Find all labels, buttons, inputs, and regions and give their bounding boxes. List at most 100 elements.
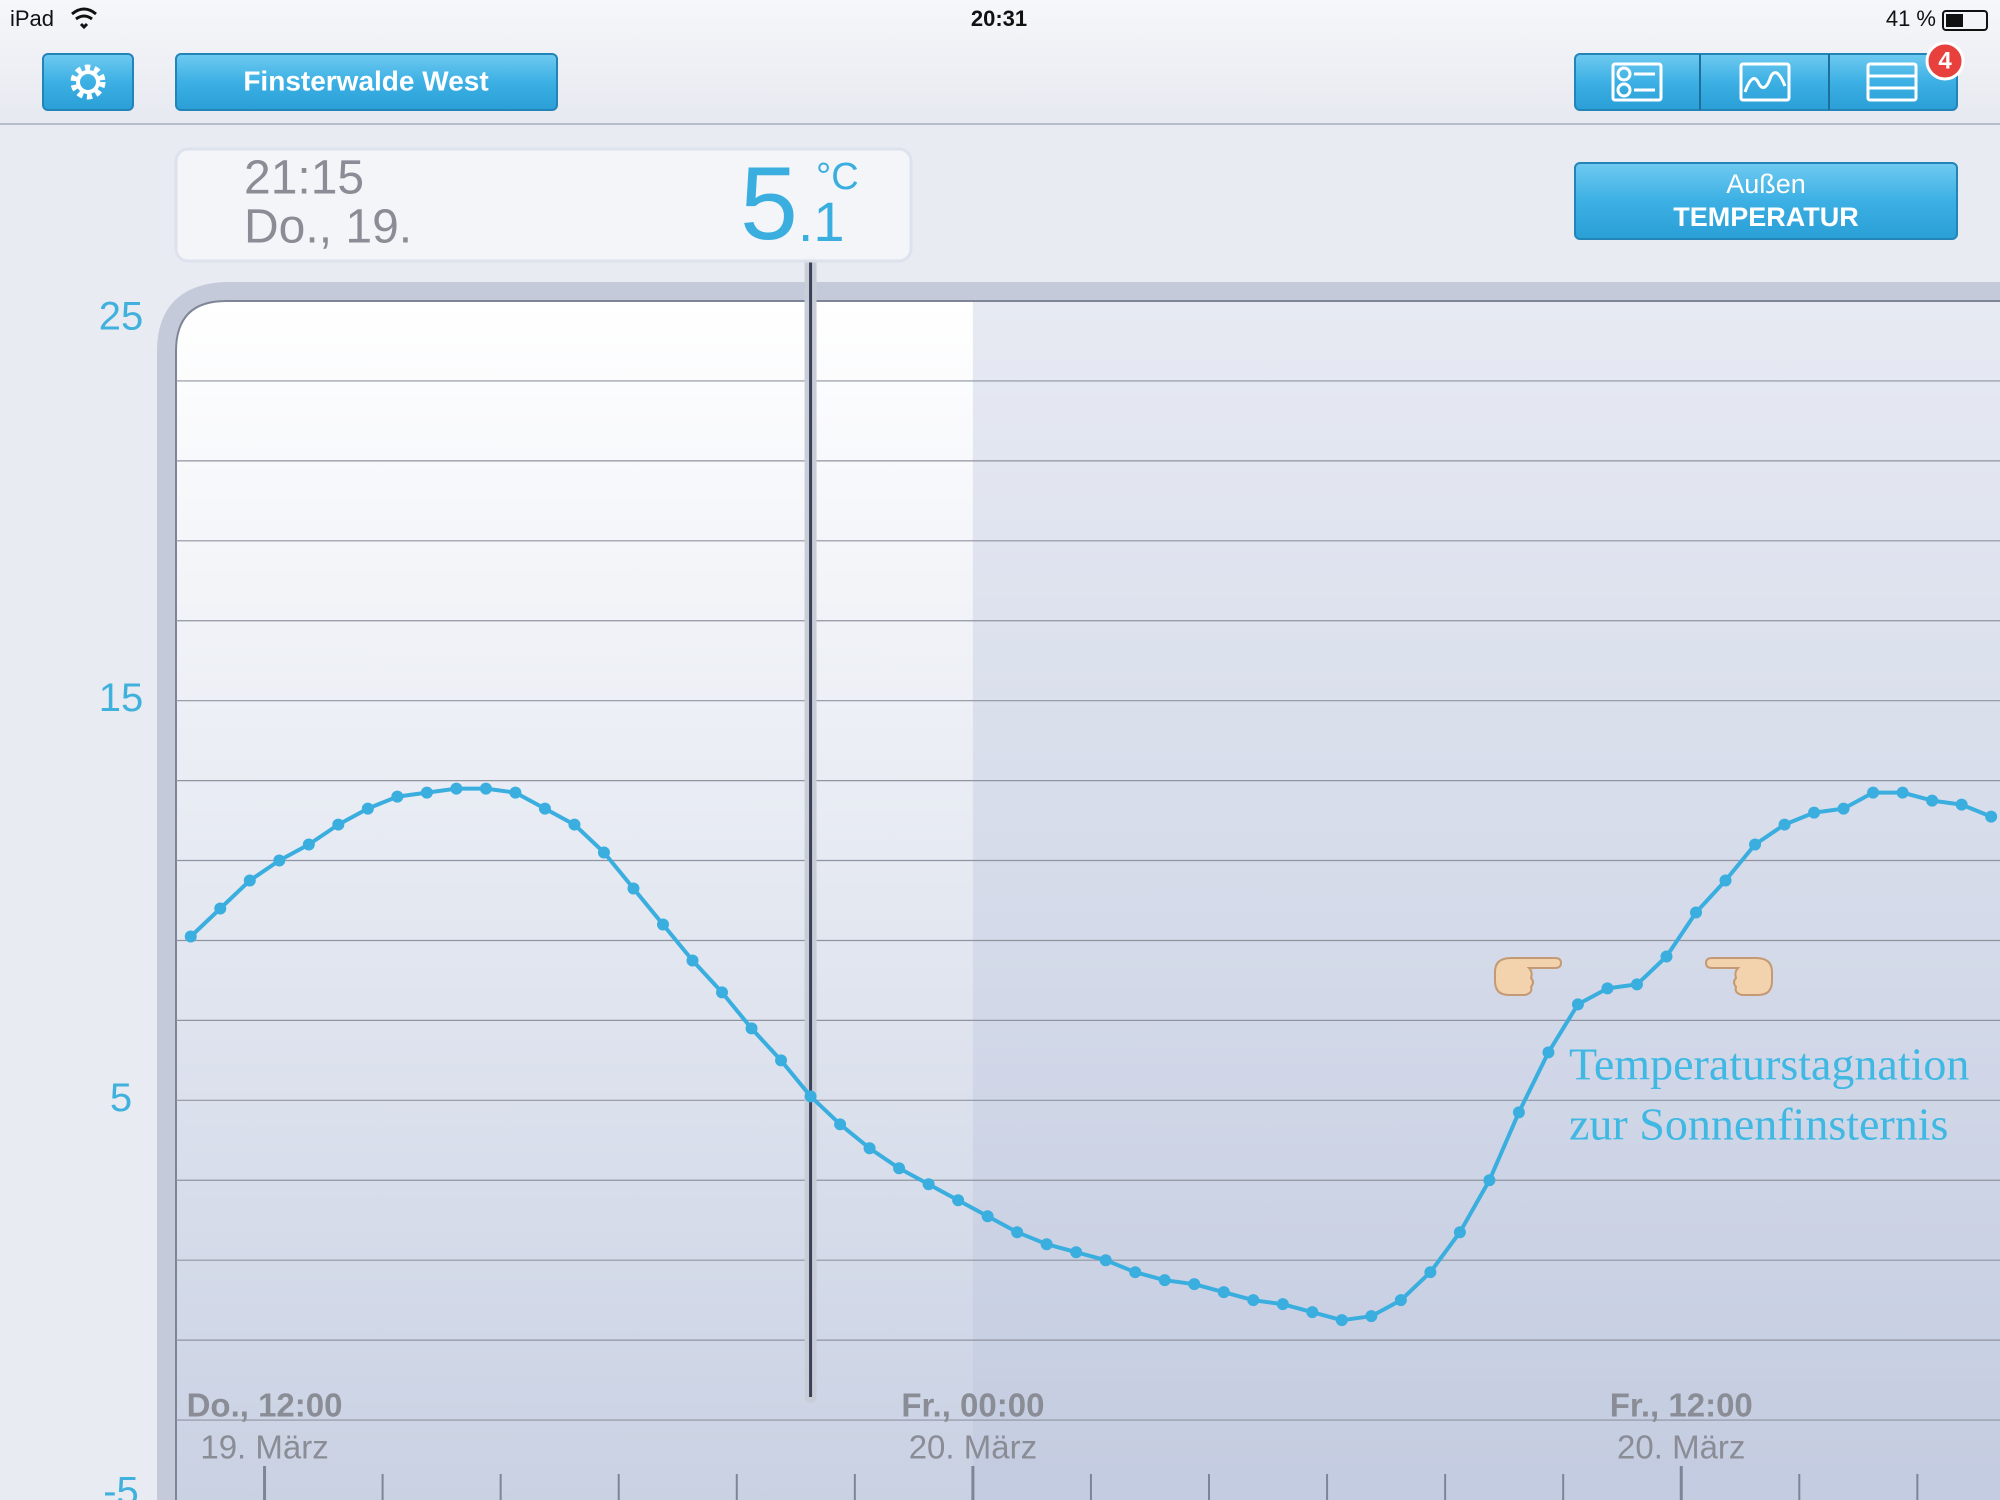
sensor-line1[interactable]: Außen	[1726, 169, 1806, 199]
status-battery: 41 %	[1886, 6, 1936, 31]
data-point	[893, 1162, 906, 1175]
annotation: zur Sonnenfinsternis	[1569, 1099, 1948, 1150]
sensor-line2[interactable]: TEMPERATUR	[1673, 202, 1859, 232]
data-point	[716, 986, 729, 999]
badge-count: 4	[1938, 47, 1952, 74]
dashboard-icon[interactable]	[1611, 62, 1663, 102]
readout-bg	[174, 147, 913, 263]
data-point	[804, 1090, 817, 1103]
status-device: iPad	[10, 6, 54, 31]
annotation: Temperaturstagnation	[1569, 1039, 1969, 1090]
data-point	[450, 782, 463, 795]
y-tick-label: -5	[103, 1470, 139, 1500]
plot-frame	[157, 282, 2000, 1500]
data-point	[1601, 982, 1614, 995]
settings-button[interactable]	[42, 53, 134, 111]
chart-icon[interactable]	[1739, 62, 1791, 102]
data-point	[1483, 1174, 1496, 1187]
data-point	[834, 1118, 847, 1131]
highlight-region	[972, 301, 2000, 1500]
data-point	[538, 802, 551, 815]
data-point	[1276, 1298, 1289, 1311]
data-point	[775, 1054, 788, 1067]
wifi-icon	[71, 7, 97, 30]
gear-teeth[interactable]	[70, 64, 106, 100]
battery-level	[1946, 14, 1963, 27]
battery-icon	[1942, 10, 1988, 31]
data-point	[1424, 1266, 1437, 1279]
data-point	[656, 918, 669, 931]
data-point	[1778, 818, 1791, 831]
x-tick-date: 20. März	[909, 1429, 1037, 1466]
table-icon[interactable]	[1866, 62, 1918, 102]
readout-date: Do., 19.	[244, 201, 412, 254]
data-point	[1837, 802, 1850, 815]
view-switcher-bg[interactable]	[1574, 53, 1958, 111]
hands	[1494, 957, 1773, 996]
data-point	[1217, 1286, 1230, 1299]
data-point	[391, 790, 404, 803]
data-point	[1512, 1106, 1525, 1119]
hand-right	[1494, 957, 1563, 996]
view-switcher[interactable]: 4	[1574, 41, 1965, 111]
data-point	[1630, 978, 1643, 991]
data-point	[361, 802, 374, 815]
data-point	[1247, 1294, 1260, 1307]
data-point	[597, 846, 610, 859]
y-tick-label: 5	[110, 1076, 132, 1120]
y-tick-label: 25	[99, 295, 144, 339]
data-point	[420, 786, 433, 799]
data-point	[509, 786, 522, 799]
data-point	[922, 1178, 935, 1191]
data-point	[1040, 1238, 1053, 1251]
sensor-button[interactable]: Außen TEMPERATUR	[1574, 162, 1958, 240]
x-tick-label: Do., 12:00	[187, 1387, 343, 1424]
data-point	[745, 1022, 758, 1035]
data-point	[1394, 1294, 1407, 1307]
data-point	[302, 838, 315, 851]
data-point	[1306, 1306, 1319, 1319]
location-label[interactable]: Finsterwalde West	[243, 65, 488, 96]
data-point	[1129, 1266, 1142, 1279]
location-button-bg[interactable]	[175, 53, 558, 111]
data-point	[627, 882, 640, 895]
settings-button-bg[interactable]	[42, 53, 134, 111]
data-point	[184, 930, 197, 943]
readout-time: 21:15	[244, 152, 364, 205]
data-point	[863, 1142, 876, 1155]
data-point	[1749, 838, 1762, 851]
data-point	[1011, 1226, 1024, 1239]
data-point	[981, 1210, 994, 1223]
status-time: 20:31	[971, 6, 1027, 31]
data-point	[1896, 786, 1909, 799]
data-point	[1926, 794, 1939, 807]
data-point	[686, 954, 699, 967]
sensor-button-bg[interactable]	[1574, 162, 1958, 240]
data-point	[479, 782, 492, 795]
data-point	[273, 854, 286, 867]
x-tick-date: 20. März	[1617, 1429, 1745, 1466]
data-point	[1867, 786, 1880, 799]
x-tick-label: Fr., 12:00	[1610, 1387, 1753, 1424]
data-point	[1690, 906, 1702, 919]
gear-icon[interactable]	[76, 70, 100, 94]
x-tick-label: Fr., 00:00	[901, 1387, 1044, 1424]
plot-area	[157, 282, 2000, 1500]
y-tick-label: 15	[99, 676, 144, 720]
data-point	[332, 818, 345, 831]
x-tick-date: 19. März	[200, 1429, 328, 1466]
hand-left	[1704, 957, 1773, 996]
data-point	[952, 1194, 965, 1207]
data-point	[1571, 998, 1584, 1011]
data-point	[1453, 1226, 1466, 1239]
chart-layer: -5 5 15 25 Do., 12:00 19. März Fr., 00:00 20. M…	[99, 256, 2000, 1500]
location-button[interactable]: Finsterwalde West	[175, 53, 558, 111]
readout-unit: °C	[816, 156, 859, 198]
data-point	[1188, 1278, 1201, 1291]
data-point	[1099, 1254, 1112, 1267]
badge	[1925, 41, 1965, 81]
plot-frame-edge	[175, 300, 2000, 1500]
data-point	[243, 874, 256, 887]
data-point	[1719, 874, 1732, 887]
